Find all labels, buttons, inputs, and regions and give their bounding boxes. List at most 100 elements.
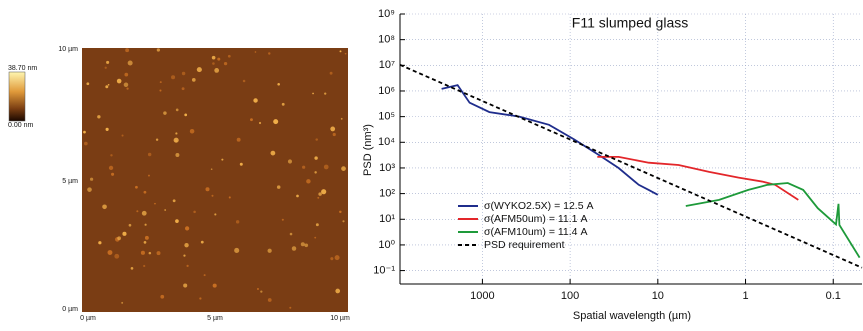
afm-speck xyxy=(200,240,204,244)
afm-speck xyxy=(304,243,309,248)
afm-speck xyxy=(329,71,333,75)
afm-speck xyxy=(83,141,88,146)
afm-speck xyxy=(340,117,343,120)
y-tick-label: 10² xyxy=(379,188,395,200)
afm-speck xyxy=(242,79,246,83)
afm-speck xyxy=(156,251,161,256)
x-tick-label: 1 xyxy=(742,290,748,302)
afm-speck xyxy=(339,50,342,53)
afm-speck xyxy=(181,87,185,91)
afm-speck xyxy=(172,199,176,203)
afm-speck xyxy=(323,164,329,170)
afm-speck xyxy=(184,226,190,231)
y-tick-label: 10⁴ xyxy=(378,136,395,148)
afm-speck xyxy=(236,137,241,142)
afm-speck xyxy=(184,242,189,248)
afm-speck xyxy=(212,62,215,65)
afm-speck xyxy=(124,72,129,77)
afm-speck xyxy=(228,196,231,199)
chart-title: F11 slumped glass xyxy=(572,15,688,31)
y-tick-label: 10⁶ xyxy=(378,85,395,97)
afm-speck xyxy=(302,165,306,169)
afm-speck xyxy=(122,231,127,236)
afm-speck xyxy=(267,248,272,253)
afm-speck xyxy=(250,118,253,122)
afm-speck xyxy=(136,210,139,213)
afm-speck xyxy=(143,190,147,194)
afm-speck xyxy=(102,204,107,210)
afm-speck xyxy=(111,172,115,176)
afm-speck xyxy=(300,242,305,247)
afm-speck xyxy=(181,71,186,76)
afm-speck xyxy=(123,82,129,88)
afm-speck xyxy=(141,210,147,216)
x-axis-label: Spatial wavelength (µm) xyxy=(573,310,691,322)
legend-label: σ(AFM10um) = 11.4 A xyxy=(484,226,587,238)
afm-speck xyxy=(175,108,179,112)
afm-speck xyxy=(116,78,122,84)
afm-speck xyxy=(108,165,114,171)
afm-speck xyxy=(227,54,231,58)
afm-speck xyxy=(143,241,147,244)
y-tick-label: 10³ xyxy=(379,162,395,174)
y-tick-label: 10⁰ xyxy=(378,239,395,251)
afm-speck xyxy=(104,66,107,69)
y-tick-label: 10⁹ xyxy=(378,8,395,20)
afm-speck xyxy=(211,194,214,197)
afm-speck xyxy=(175,219,179,223)
x-tick-label: 100 xyxy=(561,290,579,302)
afm-speck xyxy=(173,137,179,143)
afm-speck xyxy=(289,306,292,309)
afm-speck xyxy=(196,67,202,73)
afm-speck xyxy=(156,48,160,52)
afm-speck xyxy=(296,194,299,198)
afm-speck xyxy=(191,78,196,82)
afm-speck xyxy=(260,290,263,293)
afm-speck xyxy=(314,236,317,239)
afm-speck xyxy=(314,171,317,174)
afm-speck xyxy=(223,62,228,66)
afm-speck xyxy=(83,130,86,134)
afm-speck xyxy=(171,75,176,80)
afm-speck xyxy=(87,187,92,192)
afm-image xyxy=(82,48,348,312)
afm-speck xyxy=(342,220,345,223)
afm-speck xyxy=(334,255,340,261)
afm-speck xyxy=(147,152,152,157)
afm-speck xyxy=(268,52,271,55)
afm-speck xyxy=(183,283,188,288)
afm-speck xyxy=(106,60,110,64)
afm-speck xyxy=(258,121,262,125)
afm-speck xyxy=(144,235,149,240)
afm-x-label: 0 µm xyxy=(80,315,96,322)
afm-speck xyxy=(125,48,130,53)
afm-speck xyxy=(148,251,152,255)
afm-speck xyxy=(344,52,347,55)
afm-speck xyxy=(273,119,279,125)
series-line xyxy=(685,182,861,259)
afm-y-label: 10 µm xyxy=(58,46,78,53)
afm-speck xyxy=(199,297,202,300)
afm-speck xyxy=(117,236,121,241)
afm-speck xyxy=(330,257,334,261)
afm-speck xyxy=(121,301,124,304)
afm-speck xyxy=(128,223,132,227)
legend-label: σ(WYKO2.5X) = 12.5 A xyxy=(484,200,593,212)
afm-speck xyxy=(339,210,342,214)
afm-speck xyxy=(318,192,322,196)
afm-speck xyxy=(267,298,272,302)
afm-x-label: 5 µm xyxy=(207,315,223,322)
y-tick-label: 10⁵ xyxy=(378,111,395,123)
afm-y-label: 0 µm xyxy=(62,306,78,313)
afm-speck xyxy=(341,166,346,171)
afm-speck xyxy=(203,274,206,277)
legend-label: σ(AFM50um) = 11.1 A xyxy=(484,213,587,225)
x-tick-label: 0.1 xyxy=(826,290,841,302)
afm-speck xyxy=(159,81,162,84)
afm-speck xyxy=(175,152,180,157)
afm-speck xyxy=(289,232,293,236)
afm-speck xyxy=(105,127,109,131)
afm-speck xyxy=(312,92,314,95)
